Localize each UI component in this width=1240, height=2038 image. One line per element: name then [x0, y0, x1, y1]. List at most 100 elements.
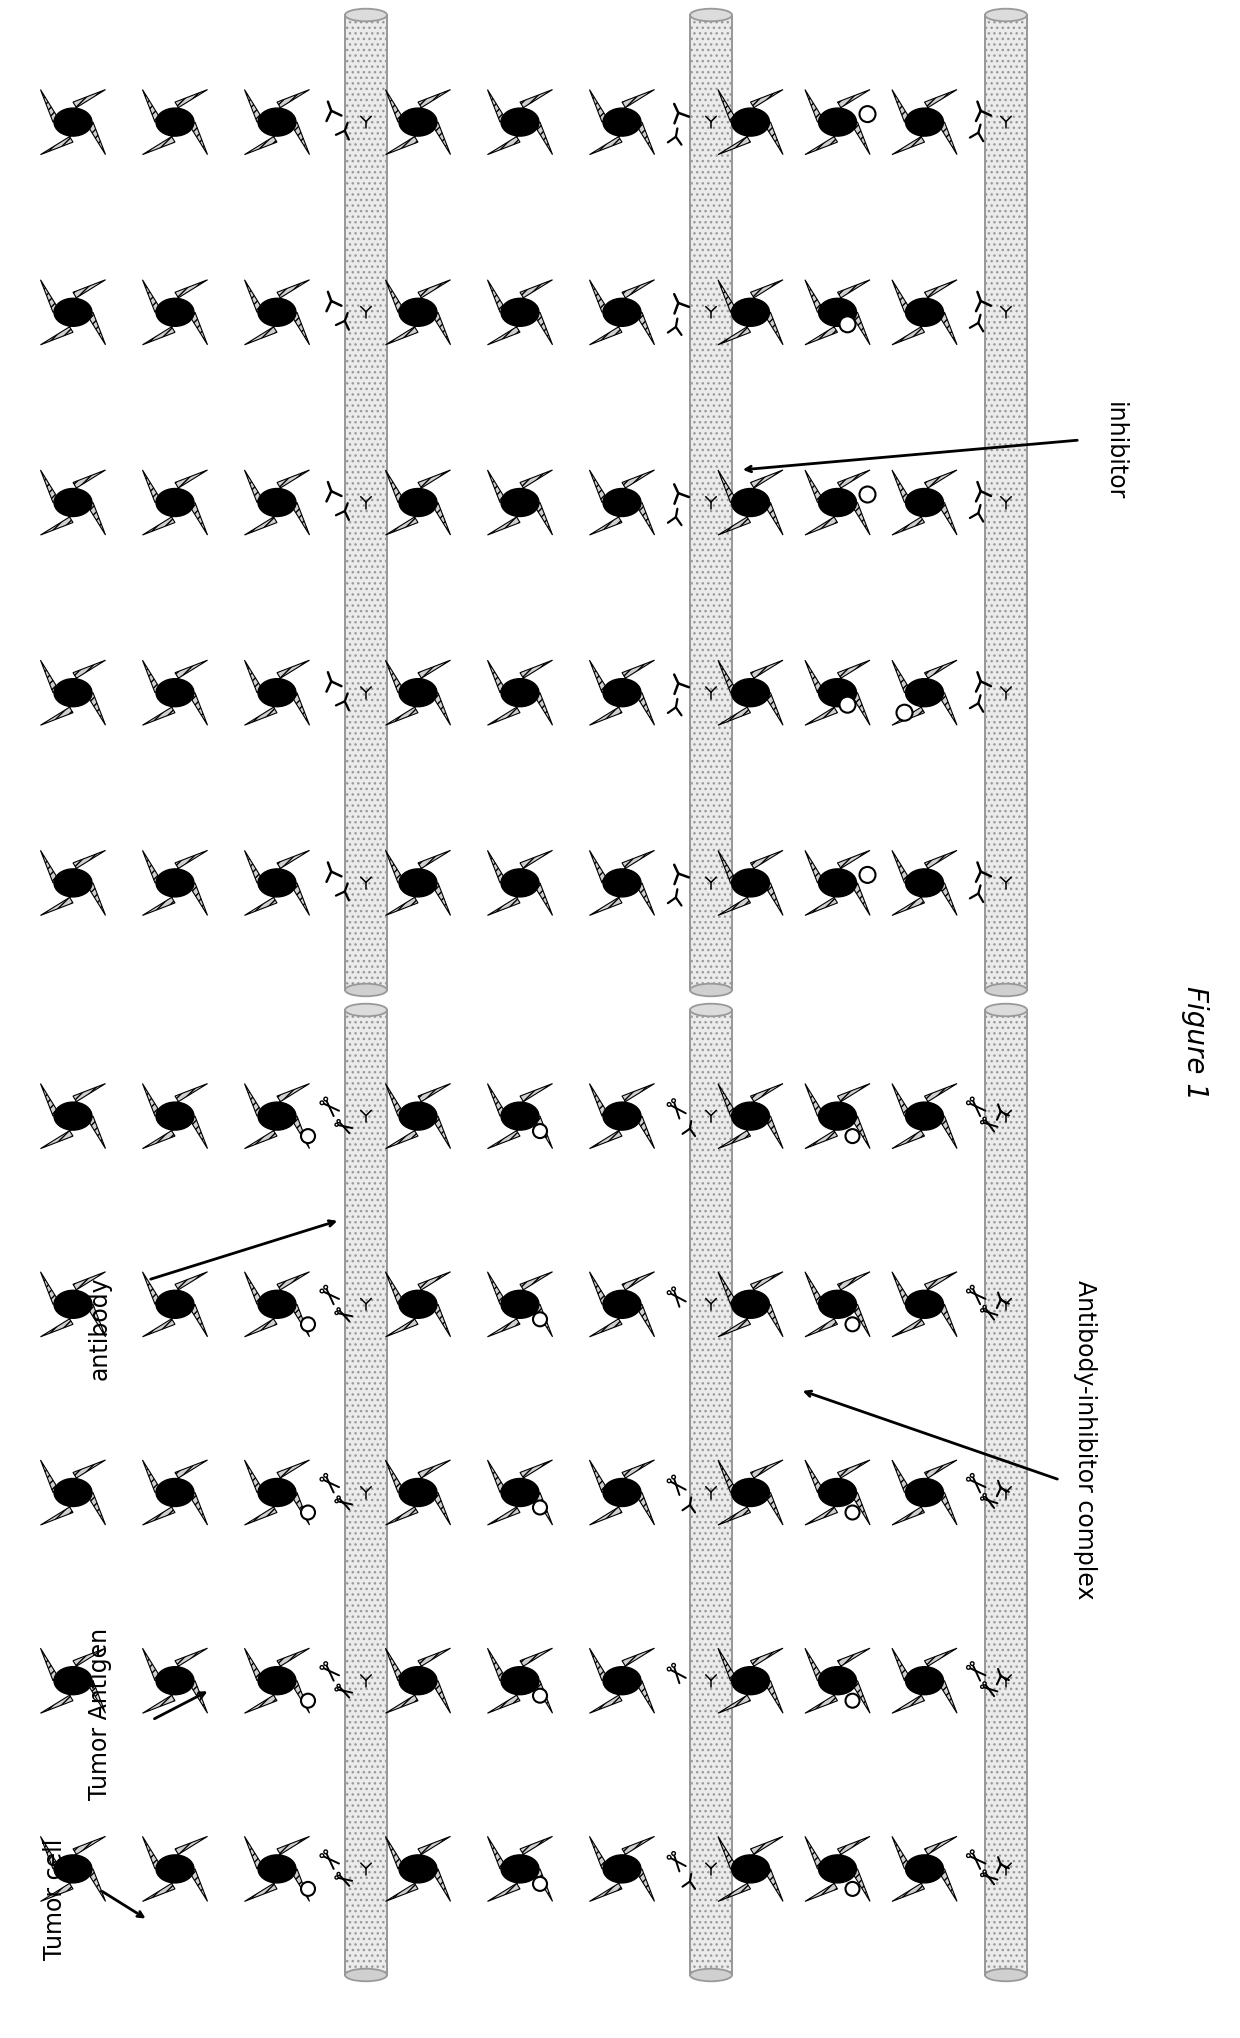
Polygon shape [892, 1459, 957, 1524]
Ellipse shape [156, 868, 193, 897]
Text: Antibody-inhibitor complex: Antibody-inhibitor complex [1073, 1280, 1097, 1600]
Polygon shape [487, 471, 553, 536]
Ellipse shape [905, 108, 944, 137]
Polygon shape [41, 850, 105, 915]
Polygon shape [892, 850, 957, 915]
Circle shape [672, 1098, 676, 1103]
Circle shape [533, 1690, 547, 1702]
Ellipse shape [156, 1103, 193, 1131]
Ellipse shape [345, 1003, 387, 1017]
Polygon shape [487, 1649, 553, 1714]
Ellipse shape [156, 679, 193, 707]
Ellipse shape [399, 1103, 436, 1131]
Polygon shape [244, 279, 310, 344]
Text: Tumor Antigen: Tumor Antigen [88, 1628, 112, 1800]
Ellipse shape [258, 489, 296, 516]
Ellipse shape [55, 489, 92, 516]
Ellipse shape [818, 1478, 857, 1506]
Polygon shape [892, 1836, 957, 1901]
Circle shape [983, 1871, 986, 1873]
Circle shape [320, 1101, 324, 1105]
Text: Figure 1: Figure 1 [1180, 986, 1209, 1101]
Polygon shape [244, 1272, 310, 1337]
Circle shape [971, 1473, 975, 1478]
Ellipse shape [501, 489, 539, 516]
Circle shape [301, 1881, 315, 1895]
Ellipse shape [156, 108, 193, 137]
Polygon shape [386, 1084, 450, 1149]
Ellipse shape [501, 298, 539, 326]
Circle shape [533, 1500, 547, 1514]
Ellipse shape [905, 1478, 944, 1506]
Polygon shape [143, 850, 207, 915]
Polygon shape [589, 850, 655, 915]
Polygon shape [805, 279, 870, 344]
Polygon shape [487, 1272, 553, 1337]
Circle shape [324, 1473, 327, 1478]
Circle shape [971, 1851, 975, 1855]
Ellipse shape [818, 679, 857, 707]
Ellipse shape [985, 984, 1027, 997]
Ellipse shape [399, 1478, 436, 1506]
Circle shape [324, 1096, 327, 1101]
Circle shape [335, 1310, 339, 1315]
Ellipse shape [985, 1003, 1027, 1017]
Circle shape [335, 1877, 339, 1879]
Ellipse shape [258, 1478, 296, 1506]
Circle shape [967, 1665, 970, 1669]
Ellipse shape [55, 1667, 92, 1696]
Polygon shape [41, 90, 105, 155]
Polygon shape [386, 850, 450, 915]
Polygon shape [143, 1459, 207, 1524]
Circle shape [839, 697, 856, 713]
Ellipse shape [55, 1103, 92, 1131]
Circle shape [983, 1494, 986, 1496]
Ellipse shape [818, 1667, 857, 1696]
Polygon shape [589, 90, 655, 155]
Ellipse shape [258, 1103, 296, 1131]
Polygon shape [805, 90, 870, 155]
Ellipse shape [689, 1969, 732, 1981]
Circle shape [667, 1667, 671, 1671]
Ellipse shape [399, 868, 436, 897]
Circle shape [672, 1288, 676, 1290]
Polygon shape [589, 660, 655, 726]
Ellipse shape [501, 1855, 539, 1883]
Polygon shape [805, 1836, 870, 1901]
Polygon shape [244, 660, 310, 726]
Ellipse shape [345, 8, 387, 20]
Polygon shape [386, 471, 450, 536]
Ellipse shape [905, 868, 944, 897]
Ellipse shape [156, 1855, 193, 1883]
Circle shape [971, 1661, 975, 1665]
Ellipse shape [258, 679, 296, 707]
Circle shape [337, 1683, 340, 1687]
Circle shape [533, 1125, 547, 1137]
Circle shape [981, 1308, 983, 1312]
Circle shape [320, 1478, 324, 1482]
Polygon shape [487, 1459, 553, 1524]
Polygon shape [143, 90, 207, 155]
Polygon shape [41, 279, 105, 344]
Ellipse shape [501, 1290, 539, 1319]
Ellipse shape [732, 1478, 770, 1506]
Ellipse shape [905, 489, 944, 516]
Ellipse shape [399, 108, 436, 137]
Ellipse shape [732, 298, 770, 326]
Ellipse shape [258, 868, 296, 897]
Circle shape [667, 1103, 671, 1107]
Ellipse shape [258, 1855, 296, 1883]
Polygon shape [386, 90, 450, 155]
Ellipse shape [732, 108, 770, 137]
Polygon shape [892, 471, 957, 536]
Polygon shape [386, 1459, 450, 1524]
Ellipse shape [905, 298, 944, 326]
Polygon shape [892, 279, 957, 344]
Polygon shape [718, 1836, 782, 1901]
Circle shape [301, 1694, 315, 1708]
Circle shape [335, 1123, 339, 1127]
Polygon shape [805, 471, 870, 536]
Ellipse shape [732, 1855, 770, 1883]
Ellipse shape [732, 1667, 770, 1696]
Polygon shape [487, 1084, 553, 1149]
